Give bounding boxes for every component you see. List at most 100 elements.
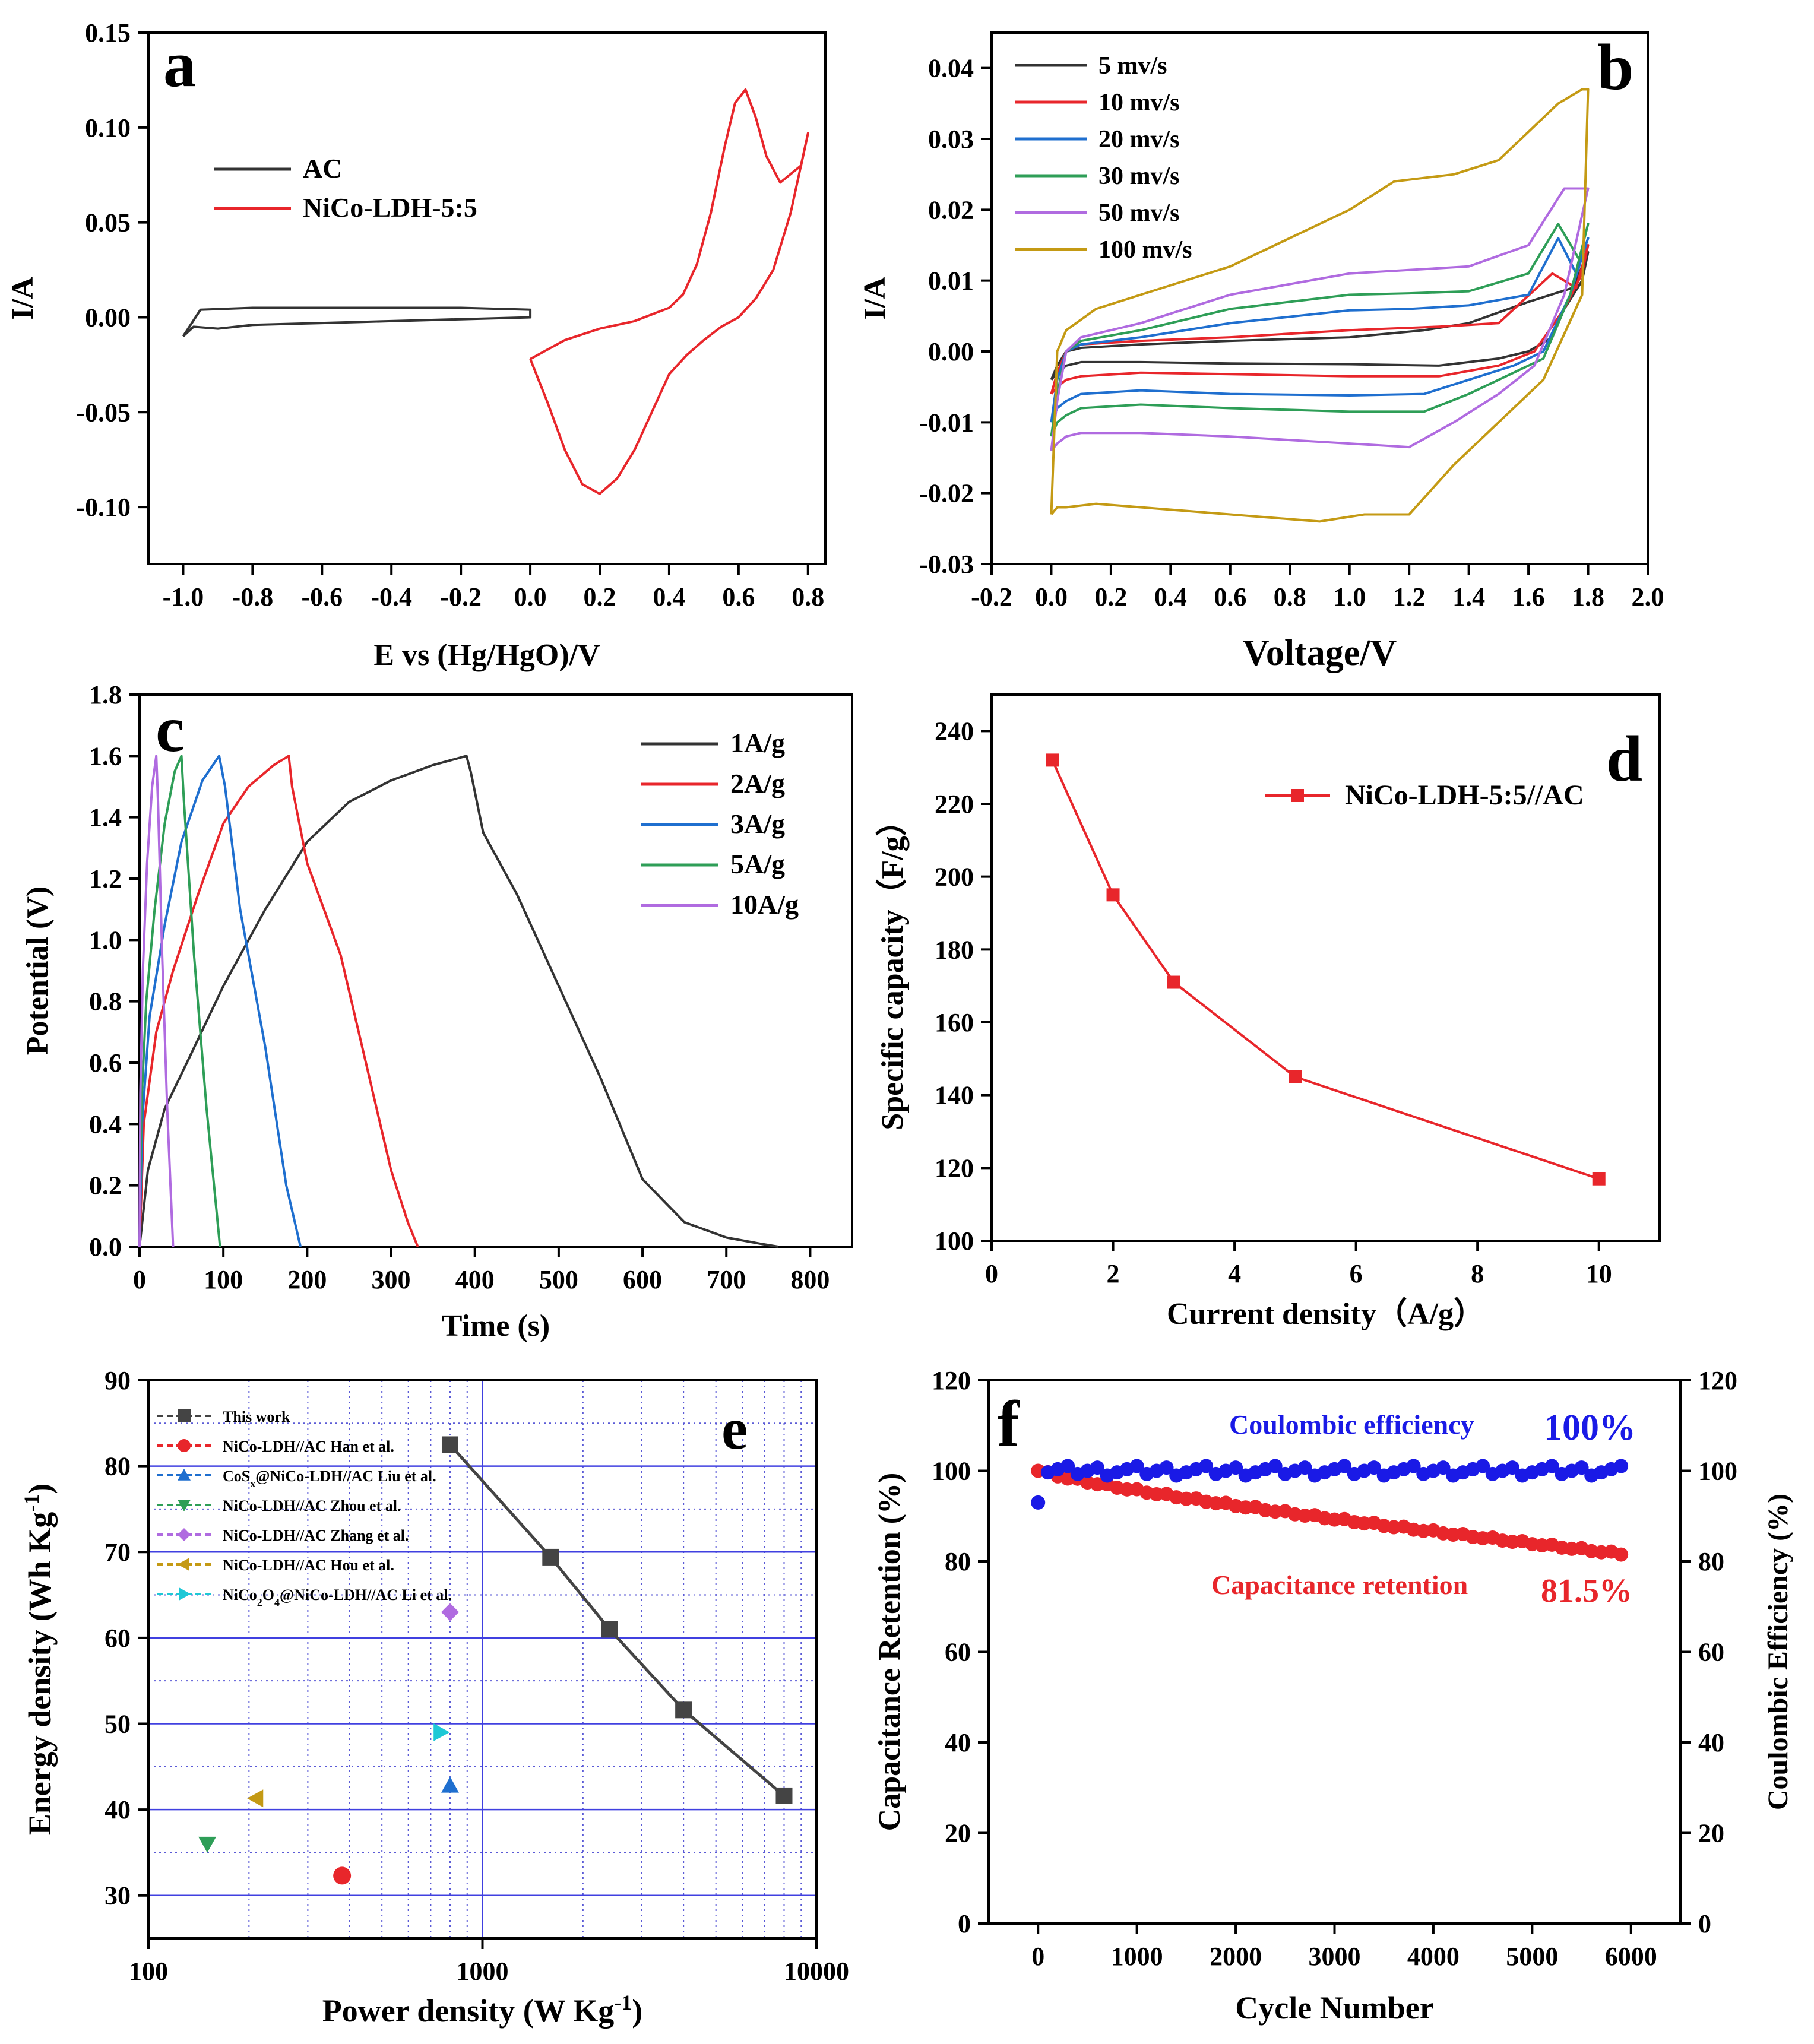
series-line-capacity [1051, 759, 1600, 1180]
x-tick-label: 0.2 [584, 582, 616, 611]
retention-point [1614, 1547, 1629, 1562]
y-tick-label: 0.15 [85, 18, 131, 47]
y-axis-label: Capacitance Retention (%) [873, 1473, 907, 1831]
plot-frame [990, 693, 1661, 1242]
efficiency-point [1268, 1459, 1283, 1473]
y-tick-label: 0.02 [928, 195, 974, 224]
y-tick-label: 100 [932, 1457, 971, 1486]
x-axis-label: Current density（A/g） [1167, 1297, 1484, 1331]
x-tick-label: 0 [133, 1265, 146, 1294]
legend-marker [178, 1409, 191, 1422]
y-right-tick-label: 80 [1698, 1547, 1724, 1576]
legend-label: 10A/g [730, 889, 799, 920]
x-tick-label: 600 [623, 1265, 662, 1294]
legend-label: This work [223, 1408, 290, 1425]
legend-label: 30 mv/s [1098, 163, 1180, 190]
x-tick-label: 3000 [1309, 1942, 1361, 1971]
chart-panel-b: -0.2 0.0 0.2 0.4 0.6 0.8 1.0 1.2 1.4 1.6 1.8 2.0 -0.… [858, 31, 1664, 673]
legend-marker [178, 1469, 191, 1481]
data-point [542, 1548, 559, 1566]
legend-label: 2A/g [730, 768, 785, 798]
data-point [433, 1723, 450, 1741]
efficiency-point [1614, 1459, 1629, 1473]
panel-letter: e [721, 1396, 748, 1462]
y-right-tick-label: 100 [1698, 1457, 1737, 1486]
retention-point [1120, 1482, 1134, 1497]
x-tick-label: 0 [1031, 1942, 1044, 1971]
y-tick-label: 1.2 [89, 864, 122, 893]
x-tick-label: 2000 [1210, 1942, 1262, 1971]
x-tick-label: -0.6 [301, 582, 343, 611]
efficiency-point [1544, 1459, 1559, 1473]
y-tick-label: 0.05 [85, 208, 131, 237]
x-tick-label: 2.0 [1632, 582, 1664, 611]
y-axis-label: I/A [6, 277, 40, 320]
cr-annotation-value: 81.5% [1541, 1573, 1632, 1609]
series-line-ac [182, 306, 532, 337]
y-tick-label: 0.6 [89, 1048, 122, 1078]
y-right-tick-label: 120 [1698, 1366, 1737, 1395]
x-tick-label: 4 [1228, 1259, 1241, 1288]
x-tick-label: 0.6 [722, 582, 755, 611]
series-line-100-mv-s [1050, 88, 1590, 523]
x-tick-label: -0.2 [440, 582, 482, 611]
y-tick-label: 50 [105, 1709, 131, 1738]
retention-point [1090, 1477, 1105, 1492]
y-tick-label: 90 [105, 1366, 131, 1395]
efficiency-point [1337, 1459, 1352, 1473]
series-line-nico-ldh-5-5 [529, 88, 809, 495]
data-point [247, 1789, 264, 1808]
legend-label: NiCo-LDH//AC Zhang et al. [223, 1527, 409, 1544]
legend-label: 3A/g [730, 809, 785, 839]
x-tick-label: 0.0 [514, 582, 547, 611]
y-right-axis-label: Coulombic Efficiency (%) [1762, 1494, 1794, 1810]
x-axis-label: Time (s) [442, 1309, 550, 1343]
chart-panel-f: 0 1000 2000 3000 4000 5000 6000020406080100120… [873, 1366, 1794, 2026]
legend-label: CoSx@NiCo-LDH//AC Liu et al. [223, 1468, 436, 1490]
y-tick-label: 80 [105, 1452, 131, 1481]
legend-label: NiCo-LDH//AC Hou et al. [223, 1557, 394, 1574]
x-tick-label: 0.8 [792, 582, 824, 611]
x-tick-label: 100 [129, 1957, 168, 1986]
retention-point [1149, 1487, 1164, 1501]
panel-letter: d [1606, 722, 1642, 795]
x-axis-label: Power density (W Kg-1) [322, 1991, 642, 2029]
data-point [1106, 888, 1120, 902]
y-right-tick-label: 20 [1698, 1819, 1724, 1848]
efficiency-point [1297, 1460, 1312, 1475]
x-tick-label: 0.8 [1274, 582, 1306, 611]
x-tick-label: 0.6 [1214, 582, 1246, 611]
x-tick-label: 0 [985, 1259, 998, 1288]
series-line-20-mv-s [1050, 237, 1590, 423]
legend-label: 5A/g [730, 849, 785, 879]
chart-panel-a: -1.0 -0.8 -0.6 -0.4 -0.2 0.0 0.2 0.4 0.6 0.8 -0.10… [6, 18, 827, 672]
x-tick-label: 4000 [1407, 1942, 1460, 1971]
x-tick-label: -1.0 [163, 582, 204, 611]
y-tick-label: 0.04 [928, 54, 974, 83]
x-tick-label: 0.0 [1035, 582, 1068, 611]
y-tick-label: 1.4 [89, 803, 122, 832]
legend-label: 50 mv/s [1098, 199, 1180, 227]
cr-annotation-label: Capacitance retention [1211, 1570, 1468, 1600]
data-point [601, 1621, 618, 1638]
data-point [1046, 753, 1059, 767]
legend-label: AC [303, 153, 342, 183]
efficiency-point [1505, 1460, 1520, 1475]
x-tick-label: -0.4 [371, 582, 412, 611]
y-axis-label: I/A [858, 277, 892, 320]
x-tick-label: 2 [1107, 1259, 1120, 1288]
efficiency-point [1060, 1459, 1075, 1473]
legend-marker [178, 1500, 191, 1511]
x-tick-label: 1.8 [1572, 582, 1604, 611]
efficiency-point [1367, 1460, 1382, 1475]
y-tick-label: -0.03 [919, 550, 974, 579]
legend-label: 10 mv/s [1098, 89, 1180, 116]
x-tick-label: 0.4 [653, 582, 685, 611]
y-tick-label: 0.0 [89, 1232, 122, 1262]
x-axis-label: Cycle Number [1235, 1990, 1433, 2026]
efficiency-point [1090, 1460, 1105, 1475]
legend-label: NiCo2O4@NiCo-LDH//AC Li et al. [223, 1586, 452, 1608]
x-tick-label: 700 [707, 1265, 746, 1294]
series-line-10-mv-s [1050, 244, 1590, 395]
x-tick-label: 1.4 [1452, 582, 1485, 611]
